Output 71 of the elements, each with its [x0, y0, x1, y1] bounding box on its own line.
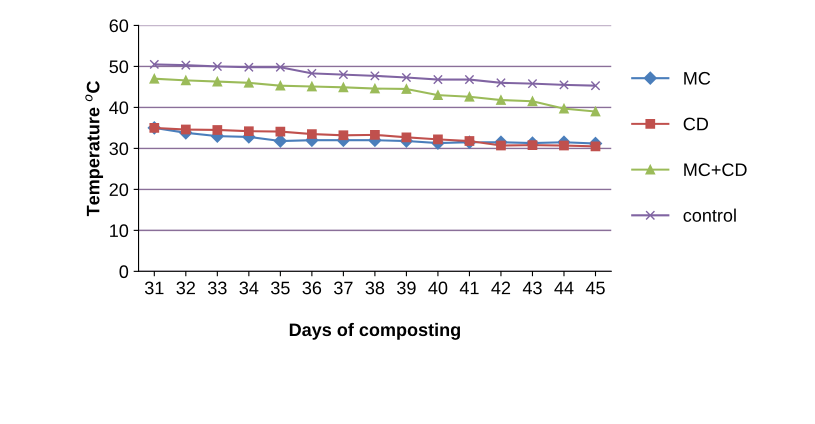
y-axis-title: Temperature $^{o}$C [85, 81, 104, 216]
x-tick-label: 42 [491, 282, 510, 294]
point [496, 140, 506, 150]
point [338, 70, 348, 80]
x-tick-label: 35 [271, 282, 290, 294]
x-tick-label: 45 [586, 282, 605, 294]
point [180, 124, 191, 134]
point [433, 90, 443, 100]
point [496, 78, 506, 88]
point [559, 140, 569, 150]
x-tick-label: 44 [554, 282, 574, 294]
point [590, 106, 600, 116]
point [402, 132, 412, 142]
point [244, 126, 254, 136]
point [370, 84, 380, 94]
x-tick-label: 40 [428, 282, 448, 294]
legend-label: control [684, 208, 736, 222]
x-tick-label: 43 [522, 282, 542, 294]
legend-label: CD [684, 118, 708, 130]
x-tick-label: 37 [334, 282, 353, 294]
point [307, 82, 317, 92]
x-tick-label: 32 [176, 282, 195, 294]
x-tick-label: 36 [302, 282, 322, 294]
point [590, 80, 600, 91]
x-tick-label: 38 [366, 282, 384, 294]
y-tick-label: 50 [109, 60, 128, 74]
point [276, 126, 286, 136]
point [559, 80, 569, 90]
point [464, 74, 474, 84]
y-tick-label: 10 [110, 224, 128, 238]
point [402, 72, 412, 82]
x-tick-label: 31 [144, 282, 164, 294]
point [464, 92, 474, 102]
point [276, 62, 286, 72]
point [496, 95, 506, 105]
y-tick-label: 0 [119, 265, 128, 278]
point [370, 70, 380, 81]
x-axis-title: Days of composting [290, 322, 460, 340]
point [559, 104, 569, 114]
point [433, 134, 443, 144]
point [276, 80, 286, 91]
y-tick-label: 20 [110, 183, 128, 196]
point [338, 130, 348, 140]
x-tick-label: 34 [239, 282, 258, 294]
y-tick-label: 30 [109, 142, 128, 156]
point [528, 140, 538, 150]
point [244, 78, 254, 88]
point [370, 130, 380, 140]
x-tick-label: 39 [397, 282, 416, 294]
point [528, 78, 538, 89]
point [528, 96, 538, 106]
point [180, 60, 191, 70]
point [590, 141, 600, 152]
point [180, 76, 191, 86]
point [244, 62, 254, 72]
point [212, 76, 222, 86]
point [433, 74, 443, 84]
x-tick-label: 41 [460, 282, 479, 294]
y-tick-label: 40 [109, 101, 128, 114]
legend-label: MC+CD [684, 163, 747, 176]
x-tick-label: 33 [208, 282, 227, 294]
y-tick-label: 60 [110, 19, 128, 32]
point [212, 62, 222, 72]
point [212, 125, 222, 135]
point [149, 60, 160, 70]
legend-label: MC [684, 72, 710, 85]
point [338, 82, 348, 92]
point [307, 68, 317, 78]
point [307, 129, 317, 139]
point [149, 74, 160, 84]
point [402, 84, 412, 94]
